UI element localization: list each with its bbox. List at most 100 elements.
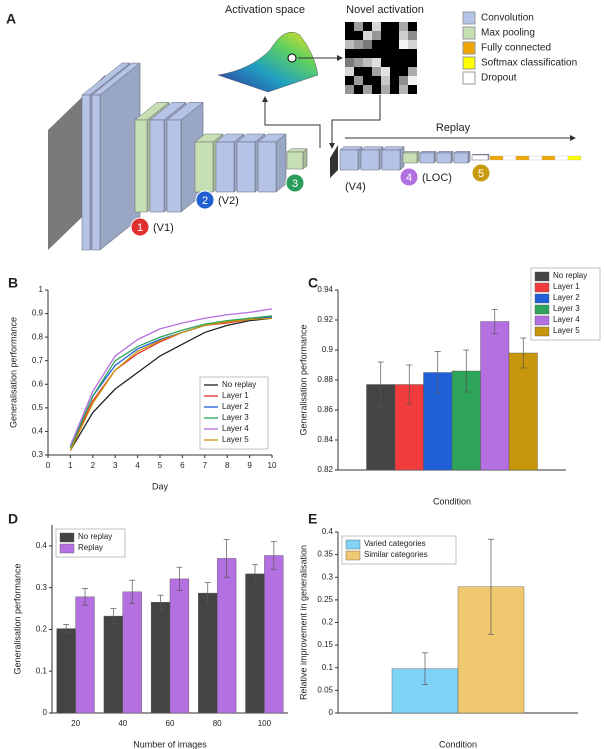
y-tick-label: 0.3	[32, 450, 44, 459]
error-bar	[82, 588, 89, 606]
y-tick-label: 0.15	[317, 640, 333, 649]
grid-cell	[345, 67, 354, 76]
activation-space-title: Activation space	[225, 4, 305, 16]
x-tick-label: 9	[247, 461, 252, 470]
error-bar	[176, 566, 183, 591]
x-axis-label: Condition	[433, 496, 471, 506]
grid-cell	[354, 67, 363, 76]
layer	[339, 149, 359, 171]
legend-label: Max pooling	[481, 28, 535, 39]
legend: No replay Replay	[55, 528, 126, 558]
layer	[541, 155, 556, 161]
stage-marker	[285, 173, 305, 193]
x-tick-label: 5	[158, 461, 163, 470]
grid-cell	[390, 76, 399, 85]
x-tick-label: 0	[46, 461, 51, 470]
chart: D 0 0.1 0.2 0.3 0.4 Number of images Generalisa…	[8, 511, 288, 749]
grid-cell	[372, 67, 381, 76]
legend-swatch	[462, 11, 476, 25]
y-tick-label: 0.5	[32, 403, 44, 412]
legend-swatch	[534, 271, 550, 282]
x-tick-label: 40	[118, 719, 127, 728]
y-tick-label: 0.2	[36, 625, 48, 634]
legend-swatch	[462, 71, 476, 85]
layer	[166, 119, 182, 213]
grid-cell	[363, 85, 372, 94]
grid-cell	[408, 58, 417, 67]
x-tick-label: 7	[203, 461, 208, 470]
legend-box	[199, 376, 269, 450]
grid-cell	[363, 22, 372, 31]
stage-number: 4	[406, 172, 412, 184]
stage-number: 2	[202, 195, 208, 207]
legend-label: Varied categories	[364, 539, 426, 548]
grid-cell	[363, 76, 372, 85]
panel-a: A Activation space Novel activation Repl…	[6, 4, 582, 251]
grid-cell	[381, 31, 390, 40]
layer-side	[275, 133, 287, 193]
grid-cell	[381, 40, 390, 49]
layer	[149, 119, 165, 213]
panel-label: B	[8, 275, 18, 291]
panel-label: E	[308, 511, 317, 527]
x-tick-label: 60	[166, 719, 175, 728]
grid-cell	[399, 76, 408, 85]
x-axis-label: Day	[152, 481, 169, 491]
x-tick-label: 10	[268, 461, 277, 470]
layer-top	[360, 146, 384, 151]
layer	[528, 155, 543, 161]
y-tick-label: 0.9	[322, 345, 334, 354]
y-tick-label: 0	[43, 708, 48, 717]
layer	[436, 152, 452, 164]
grid-cell	[399, 85, 408, 94]
legend-label: Softmax classification	[481, 58, 577, 69]
legend-swatch	[534, 326, 550, 337]
stage-marker	[399, 167, 419, 187]
error-bar	[129, 579, 136, 604]
legend-box	[341, 535, 457, 565]
chart: E 0 0.05 0.1 0.15 0.2 0.25 0.3 0.35 0.4 Condition R…	[298, 511, 578, 749]
grid-cell	[399, 58, 408, 67]
legend-swatch	[59, 532, 75, 543]
legend: No replay Layer 1 Layer 2 Layer 3 Layer 4 Lay…	[199, 376, 269, 450]
y-tick-label: 0	[329, 708, 334, 717]
y-tick-label: 0.2	[322, 618, 334, 627]
y-tick-label: 0.86	[317, 405, 333, 414]
layer	[134, 119, 148, 213]
bar	[480, 321, 510, 471]
grid-cell	[381, 22, 390, 31]
error-bar	[463, 349, 470, 393]
grid-cell	[372, 40, 381, 49]
legend-label: Layer 5	[222, 435, 249, 444]
error-bar	[223, 539, 230, 578]
y-tick-label: 0.94	[317, 285, 333, 294]
grid-cell	[390, 40, 399, 49]
grid-cell	[408, 40, 417, 49]
network	[81, 62, 582, 251]
line	[69, 317, 273, 451]
legend: No replay Layer 1 Layer 2 Layer 3 Layer 4 Lay…	[530, 267, 601, 341]
grid-cell	[390, 31, 399, 40]
grid-cell	[390, 67, 399, 76]
bar	[103, 615, 123, 714]
line	[69, 315, 273, 449]
x-tick-label: 2	[91, 461, 96, 470]
grid-cell	[408, 49, 417, 58]
layer-side	[416, 150, 420, 164]
legend-label: Layer 4	[553, 315, 580, 324]
grid-cell	[399, 22, 408, 31]
layer	[453, 152, 469, 164]
legend-label: Similar categories	[364, 550, 428, 559]
grid-cell	[345, 22, 354, 31]
grid-cell	[363, 58, 372, 67]
layer	[489, 155, 504, 161]
error-bar	[422, 652, 428, 685]
grid-cell	[390, 58, 399, 67]
legend-label: Dropout	[481, 73, 517, 84]
layer	[554, 155, 569, 161]
layer	[257, 141, 277, 193]
y-tick-label: 0.84	[317, 435, 333, 444]
grid-cell	[381, 58, 390, 67]
stage-name: (V2)	[218, 195, 239, 207]
grid-cell	[381, 76, 390, 85]
